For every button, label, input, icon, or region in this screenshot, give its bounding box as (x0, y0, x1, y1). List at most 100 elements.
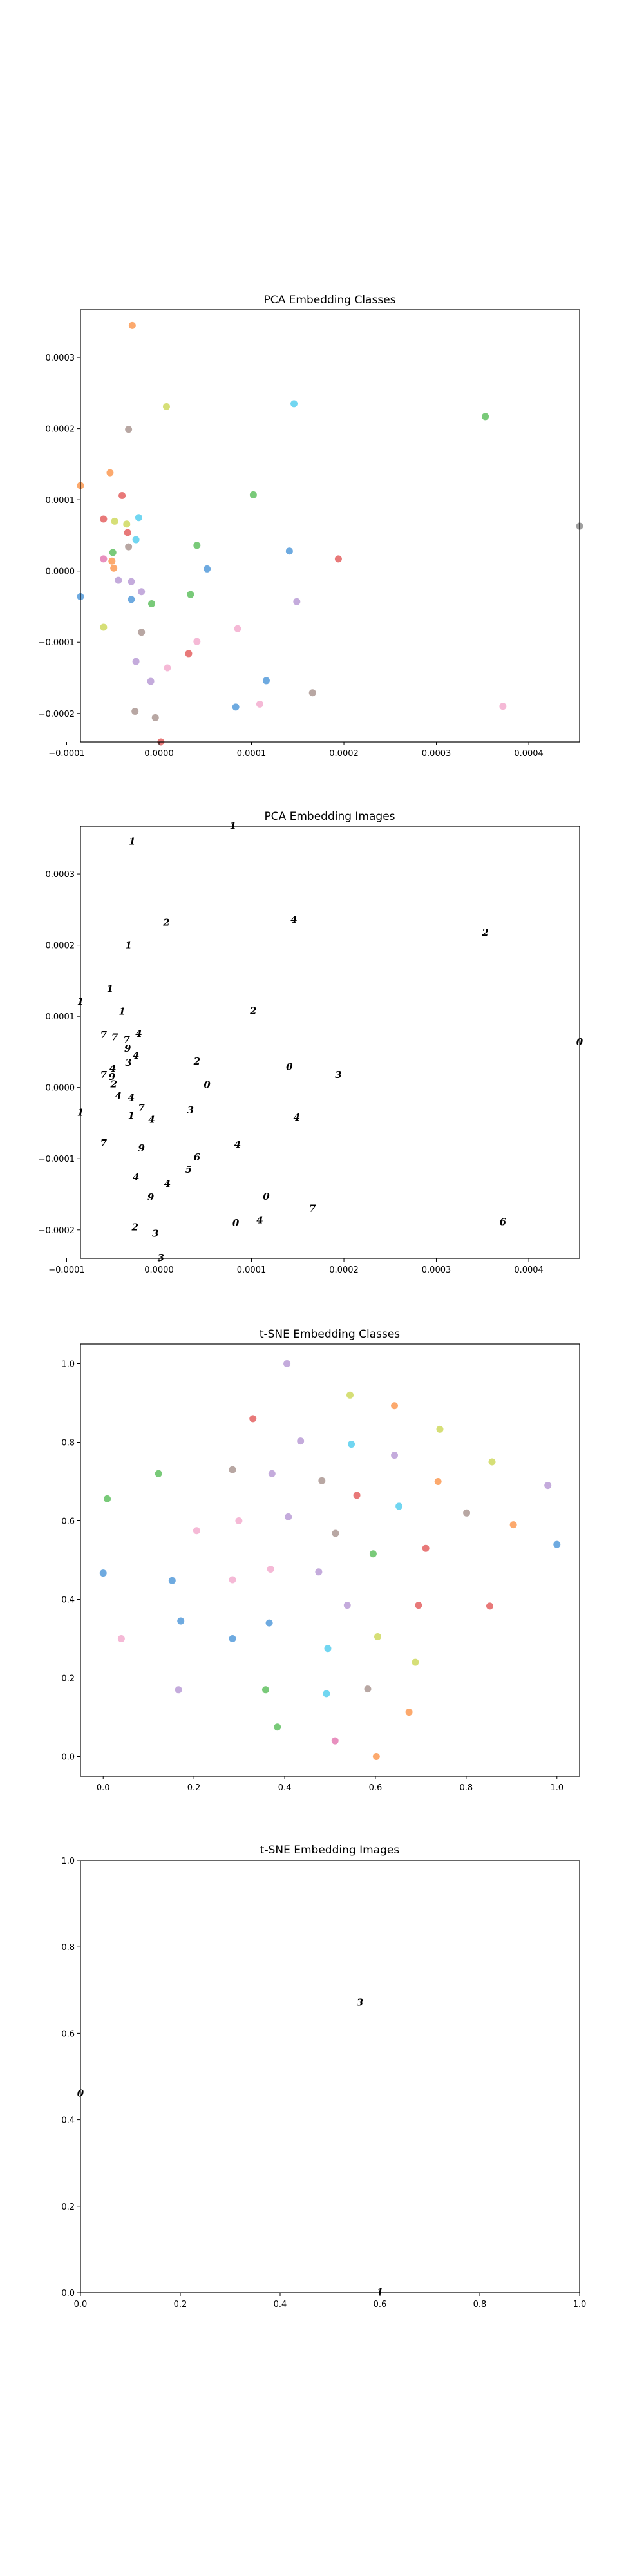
scatter-point (138, 588, 146, 596)
scatter-point (117, 1635, 125, 1642)
scatter-point (422, 1544, 430, 1552)
scatter-point (374, 1633, 381, 1640)
scatter-point (164, 664, 171, 672)
scatter-point (128, 596, 135, 603)
digit-thumbnail: 2 (193, 1056, 200, 1067)
digit-thumbnail: 3 (357, 1996, 363, 2008)
y-tick-label: 1.0 (61, 1360, 75, 1370)
x-tick-label: 0.0002 (329, 1265, 359, 1275)
scatter-point (267, 1566, 274, 1573)
digit-thumbnail: 9 (147, 1191, 155, 1203)
scatter-point (106, 469, 114, 477)
digit-thumbnail: 4 (164, 1178, 171, 1189)
x-tick-label: 0.0000 (144, 1265, 174, 1275)
x-tick-label: 0.0 (74, 2300, 88, 2309)
scatter-point (111, 517, 118, 525)
scatter-point (283, 1360, 291, 1367)
scatter-point (332, 1530, 339, 1537)
pca-classes-panel: PCA Embedding Classes −0.0001 0.0000 0.000… (39, 294, 583, 759)
digit-thumbnail: 2 (481, 927, 488, 938)
digit-thumbnail: 3 (125, 1057, 131, 1068)
plot-frame (80, 826, 580, 1259)
scatter-point (331, 1737, 339, 1745)
scatter-point (343, 1602, 351, 1609)
y-tick-label: 0.0000 (46, 1084, 75, 1094)
digit-thumbnail: 4 (128, 1092, 135, 1103)
scatter-point (229, 1576, 236, 1584)
x-tick-label: 0.4 (274, 2300, 287, 2309)
digit-thumbnail: 0 (263, 1191, 270, 1202)
y-tick-label: 0.0001 (46, 1012, 75, 1022)
digit-thumbnail: 7 (138, 1102, 146, 1113)
digit-thumbnail: 1 (129, 835, 135, 847)
scatter-point (151, 714, 159, 721)
scatter-point (125, 426, 133, 433)
scatter-point (499, 703, 507, 710)
digit-thumbnail: 4 (115, 1090, 122, 1102)
y-tick-label: 0.8 (61, 1943, 75, 1953)
digit-thumbnail: 7 (124, 1034, 131, 1046)
digit-thumbnail: 1 (128, 1110, 135, 1121)
digit-thumbnail: 7 (111, 1031, 118, 1043)
x-tick-label: 0.0003 (422, 1265, 451, 1275)
digit-thumbnail: 0 (232, 1217, 240, 1229)
digit-thumbnail: 4 (256, 1214, 263, 1226)
axis-ticks: 0.0 0.2 0.4 0.6 0.8 1.0 0.0 0.2 0.4 0.6 0.8 1.0 (61, 1857, 586, 2309)
scatter-point (268, 1470, 276, 1477)
x-tick-label: 0.2 (187, 1783, 201, 1793)
plot-frame (80, 1343, 580, 1777)
scatter-point (395, 1502, 403, 1510)
scatter-point (434, 1478, 442, 1485)
digit-thumbnail: 1 (107, 983, 113, 994)
plot-frame (80, 309, 580, 743)
scatter-point (193, 542, 201, 549)
digit-thumbnail: 9 (138, 1142, 146, 1154)
axis-ticks: −0.0001 0.0000 0.0001 0.0002 0.0003 0.0004 −0.… (39, 870, 544, 1275)
scatter-point (100, 555, 108, 563)
digit-thumbnail: 2 (162, 916, 169, 928)
scatter-point (204, 565, 211, 573)
scatter-point (138, 629, 146, 636)
scatter-point (544, 1482, 552, 1490)
digit-thumbnail: 4 (133, 1050, 139, 1061)
scatter-point (193, 638, 201, 645)
digit-thumbnail: 3 (158, 1252, 164, 1264)
y-tick-label: 0.4 (61, 1596, 75, 1605)
x-tick-label: 1.0 (573, 2300, 587, 2309)
scatter-point (348, 1441, 355, 1448)
scatter-point (124, 529, 131, 536)
digit-thumbnail: 3 (335, 1069, 341, 1081)
scatter-point (256, 700, 263, 708)
digit-thumbnail: 4 (148, 1114, 155, 1126)
scatter-point (110, 564, 118, 572)
y-tick-label: 0.2 (61, 2202, 75, 2212)
scatter-point (104, 1495, 111, 1502)
scatter-point (118, 492, 126, 500)
y-tick-label: −0.0002 (39, 1226, 75, 1236)
scatter-point (391, 1452, 399, 1459)
scatter-point (135, 514, 142, 522)
data-points (99, 1360, 561, 1760)
scatter-point (109, 549, 117, 556)
scatter-point (155, 1470, 162, 1477)
scatter-point (290, 400, 298, 408)
x-tick-label: −0.0001 (48, 749, 84, 759)
y-tick-label: 0.8 (61, 1439, 75, 1448)
scatter-point (285, 1513, 292, 1520)
scatter-point (509, 1521, 517, 1529)
scatter-point (318, 1477, 326, 1484)
data-points: 301 (77, 1996, 383, 2298)
digit-thumbnail: 9 (109, 1071, 116, 1083)
x-tick-label: 0.4 (278, 1783, 292, 1793)
scatter-point (147, 677, 155, 685)
scatter-point (482, 413, 489, 421)
scatter-point (415, 1602, 422, 1609)
x-tick-label: 0.0001 (237, 1265, 267, 1275)
digit-thumbnail: 4 (135, 1028, 142, 1039)
scatter-point (262, 677, 270, 685)
scatter-point (308, 689, 316, 697)
x-tick-label: 0.8 (473, 2300, 487, 2309)
x-tick-label: 1.0 (550, 1783, 564, 1793)
